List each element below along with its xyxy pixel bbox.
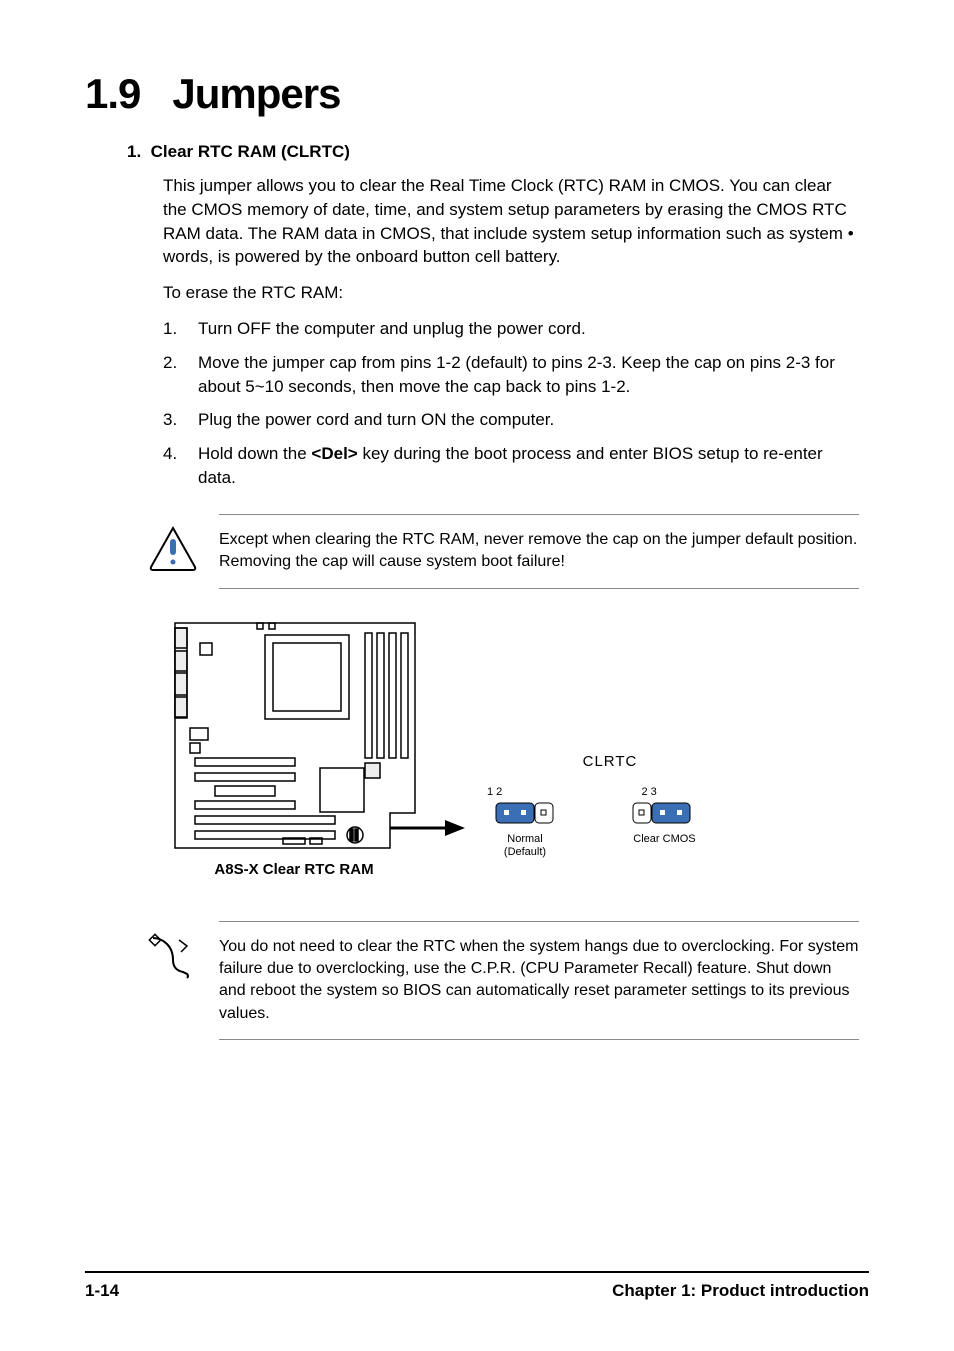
jumper-clear-icon xyxy=(632,802,712,824)
body-paragraph: This jumper allows you to clear the Real… xyxy=(163,174,859,269)
info-callout: You do not need to clear the RTC when th… xyxy=(219,921,859,1041)
step-number: 2. xyxy=(163,351,198,399)
pin-numbers: 1 2 xyxy=(465,786,585,798)
diagram-caption: A8S-X Clear RTC RAM xyxy=(165,861,423,878)
step-text: Turn OFF the computer and unplug the pow… xyxy=(198,317,859,341)
step-item: 4. Hold down the <Del> key during the bo… xyxy=(163,442,859,490)
motherboard-outline xyxy=(165,613,425,858)
jumper-label: Clear CMOS xyxy=(589,833,739,846)
section-name: Jumpers xyxy=(172,70,340,117)
step-number: 4. xyxy=(163,442,198,490)
jumper-title: CLRTC xyxy=(465,753,755,770)
section-title: 1.9 Jumpers xyxy=(85,70,869,118)
item-title: Clear RTC RAM (CLRTC) xyxy=(151,142,350,161)
callout-text: You do not need to clear the RTC when th… xyxy=(219,938,858,1022)
callout-text: Except when clearing the RTC RAM, never … xyxy=(219,531,857,570)
section-number: 1.9 xyxy=(85,70,140,117)
chapter-title: Chapter 1: Product introduction xyxy=(612,1281,869,1301)
jumper-normal: 1 2 Normal(Default) xyxy=(465,786,585,859)
jumper-normal-icon xyxy=(495,802,555,824)
item-heading: 1. Clear RTC RAM (CLRTC) xyxy=(127,142,869,162)
step-number: 3. xyxy=(163,408,198,432)
warning-callout: Except when clearing the RTC RAM, never … xyxy=(219,514,859,589)
info-icon xyxy=(147,932,199,980)
jumper-clear: 2 3 Clear CMOS xyxy=(589,786,739,846)
step-text: Plug the power cord and turn ON the comp… xyxy=(198,408,859,432)
step-item: 1. Turn OFF the computer and unplug the … xyxy=(163,317,859,341)
key-name: <Del> xyxy=(311,444,357,463)
step-text: Move the jumper cap from pins 1-2 (defau… xyxy=(198,351,859,399)
jumper-label: Normal(Default) xyxy=(465,833,585,859)
step-text: Hold down the <Del> key during the boot … xyxy=(198,442,859,490)
step-item: 3. Plug the power cord and turn ON the c… xyxy=(163,408,859,432)
page-footer: 1-14 Chapter 1: Product introduction xyxy=(85,1271,869,1301)
arrow-icon xyxy=(390,813,470,843)
warning-icon xyxy=(147,525,199,573)
jumper-states: CLRTC 1 2 Normal(Default) 2 3 xyxy=(465,753,755,859)
jumper-diagram: A8S-X Clear RTC RAM CLRTC 1 2 Normal(Def… xyxy=(165,613,869,893)
page-number: 1-14 xyxy=(85,1281,119,1301)
pin-numbers: 2 3 xyxy=(589,786,739,798)
step-text-pre: Hold down the xyxy=(198,444,311,463)
item-number: 1. xyxy=(127,142,141,161)
step-item: 2. Move the jumper cap from pins 1-2 (de… xyxy=(163,351,859,399)
step-number: 1. xyxy=(163,317,198,341)
body-paragraph: To erase the RTC RAM: xyxy=(163,281,859,305)
